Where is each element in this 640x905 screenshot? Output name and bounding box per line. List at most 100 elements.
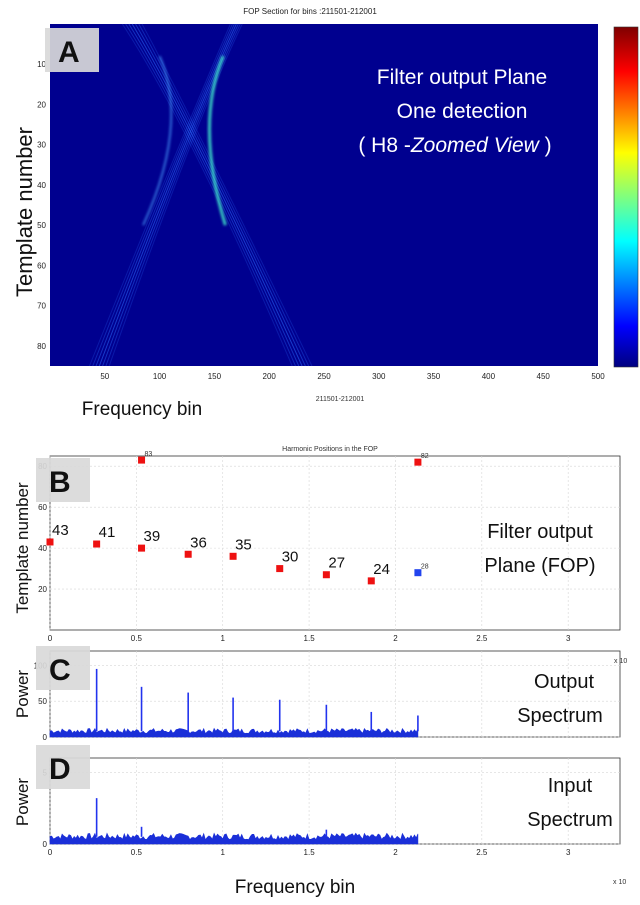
harmonic-label: 24: [373, 561, 390, 578]
panel-b-ylabel: Template number: [13, 482, 32, 614]
hyperbola-strand: [102, 23, 239, 367]
panel-b-letter: B: [49, 466, 71, 499]
heatmap-y-tick: 30: [37, 141, 46, 150]
overlay-line-2: One detection: [397, 100, 528, 123]
panel-d-plot: [49, 757, 621, 845]
hyperbola-strand: [88, 23, 231, 367]
harmonic-label: 83: [145, 451, 153, 458]
harmonic-point: [322, 571, 330, 579]
harmonic-point: [367, 577, 375, 585]
panel-b-letter-box: [36, 458, 90, 502]
heatmap-area: [50, 24, 598, 366]
heatmap-y-tick: 80: [37, 342, 46, 351]
hyperbola-core: [207, 55, 227, 226]
heatmap-x-tick: 300: [372, 372, 386, 381]
panel-c-letter: C: [49, 654, 71, 687]
heatmap-x-tick: 450: [537, 372, 551, 381]
panel-d-exponent: x 10: [613, 879, 626, 886]
heatmap-x-tick: 150: [208, 372, 222, 381]
panel-b-title: Harmonic Positions in the FOP: [282, 446, 378, 453]
harmonic-point: [414, 569, 422, 577]
heatmap-y-tick: 40: [37, 181, 46, 190]
heatmap-y-tick: 70: [37, 302, 46, 311]
y-tick-label: 20: [38, 585, 47, 594]
panel-b-marks: 43 41 39 36 35 30 27 24 83 82 28: [46, 451, 429, 585]
hyperbola-core: [142, 55, 173, 226]
panel-a-letter-box: [45, 28, 99, 72]
heatmap-xsub: 211501-212001: [316, 396, 365, 403]
hyperbola-strand: [98, 23, 237, 367]
heatmap-ylabel: Template number: [12, 127, 37, 297]
x-tick-label: 2.5: [476, 634, 488, 643]
x-tick-label: 1.5: [304, 848, 316, 857]
panel-d-letter: D: [49, 753, 71, 786]
heatmap-x-tick: 250: [317, 372, 331, 381]
y-tick-label: 40: [38, 544, 47, 553]
y-tick-label: 50: [38, 697, 47, 706]
panel-d-ylabel: Power: [13, 778, 32, 827]
overlay-line-3: ( H8 -Zoomed View ): [358, 134, 551, 157]
hyperbola-strand: [125, 23, 296, 367]
heatmap-y-tick: 50: [37, 221, 46, 230]
panel-b-annotation-2: Plane (FOP): [484, 555, 595, 577]
harmonic-label: 30: [282, 549, 299, 566]
x-tick-label: 1: [221, 634, 226, 643]
heatmap-x-tick: 350: [427, 372, 441, 381]
harmonic-label: 28: [421, 564, 429, 571]
harmonic-point: [138, 456, 146, 464]
x-tick-label: 1.5: [304, 634, 316, 643]
panel-a-letter: A: [58, 36, 80, 69]
hyperbola-strand: [135, 23, 306, 367]
hyperbola-strand: [131, 23, 303, 367]
panel-d-annotation-1: Input: [548, 775, 593, 797]
hyperbola-strand: [95, 23, 235, 367]
harmonic-point: [184, 550, 192, 558]
bottom-xlabel: Frequency bin: [235, 877, 355, 898]
heatmap-y-tick: 20: [37, 100, 46, 109]
y-tick-label: 0: [43, 733, 48, 742]
heatmap-y-tick: 60: [37, 261, 46, 270]
heatmap-x-tick: 200: [263, 372, 277, 381]
x-tick-label: 2.5: [476, 848, 488, 857]
harmonic-label: 82: [421, 453, 429, 460]
panel-d-annotation-2: Spectrum: [527, 809, 613, 831]
panel-c-ylabel: Power: [13, 670, 32, 719]
hyperbola-strand: [128, 23, 300, 367]
hyperbola-strand: [105, 23, 241, 367]
hyperbola-strand: [121, 23, 293, 367]
x-tick-label: 3: [566, 634, 571, 643]
harmonic-label: 27: [328, 555, 345, 572]
heatmap-x-tick: 500: [591, 372, 605, 381]
panel-b-grid: 2040608000.511.522.53: [38, 456, 620, 643]
hyperbola-strand: [92, 23, 233, 367]
harmonic-label: 39: [144, 528, 161, 545]
hyperbola-strand: [138, 23, 310, 367]
harmonic-label: 41: [99, 524, 116, 541]
hyperbola-strand: [108, 23, 243, 367]
heatmap-x-tick: 100: [153, 372, 167, 381]
x-tick-label: 2: [393, 634, 398, 643]
x-tick-label: 0: [48, 848, 53, 857]
heatmap-x-tick: 400: [482, 372, 496, 381]
harmonic-point: [138, 544, 146, 552]
heatmap-x-tick: 50: [100, 372, 109, 381]
colorbar: [613, 26, 639, 368]
panel-b-annotation-1: Filter output: [487, 521, 593, 543]
heatmap-ticks: 50 100 150 200 250 300 350 400 450 500 10 20 30 40 50 6…: [37, 60, 605, 381]
panel-d-letter-box: [36, 745, 90, 789]
harmonic-point: [229, 552, 237, 560]
x-tick-label: 0.5: [131, 848, 143, 857]
harmonic-label: 36: [190, 534, 207, 551]
harmonic-point: [414, 458, 422, 466]
panel-c-marks: [49, 668, 419, 738]
overlay-line-1: Filter output Plane: [377, 66, 547, 89]
x-tick-label: 3: [566, 848, 571, 857]
harmonic-label: 35: [235, 536, 252, 553]
heatmap-y-tick: 10: [37, 60, 46, 69]
heatmap-xlabel: Frequency bin: [82, 399, 202, 420]
x-tick-label: 0: [48, 634, 53, 643]
y-tick-label: 0: [43, 840, 48, 849]
panel-c-annotation-1: Output: [534, 671, 594, 693]
harmonic-point: [93, 540, 101, 548]
